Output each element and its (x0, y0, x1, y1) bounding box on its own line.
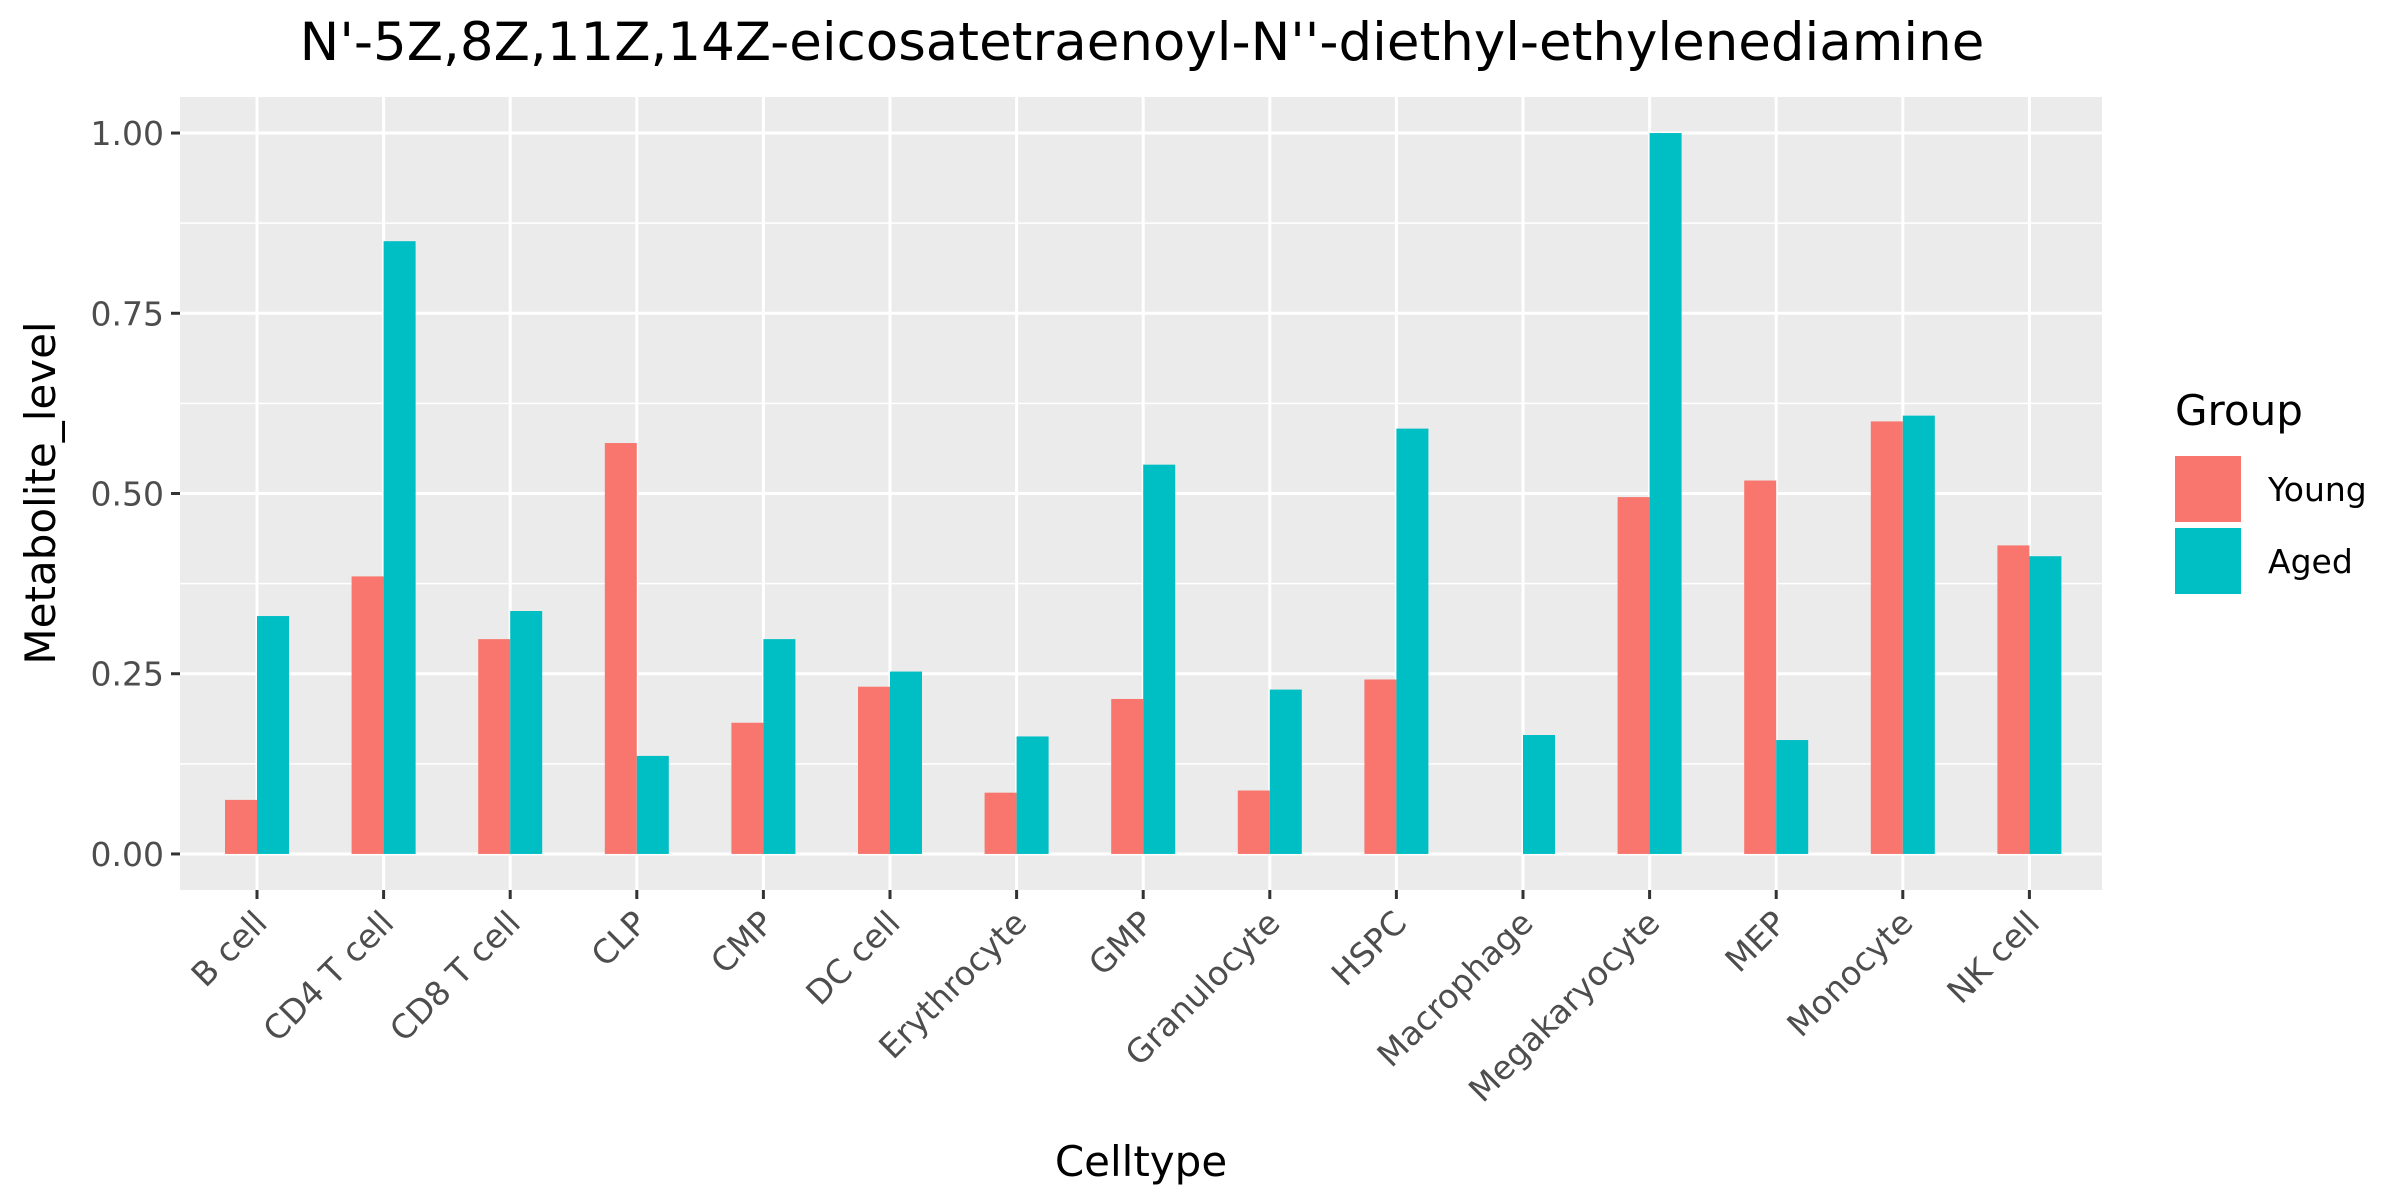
bar-aged (1902, 415, 1935, 854)
x-tick-label: B cell (183, 903, 274, 994)
y-tick-label: 0.50 (91, 475, 164, 514)
x-tick-label: DC cell (798, 903, 907, 1012)
chart-title: N'-5Z,8Z,11Z,14Z-eicosatetraenoyl-N''-di… (300, 12, 1985, 73)
bar-young (478, 639, 511, 854)
bar-young (1237, 790, 1270, 854)
x-tick-label: GMP (1081, 903, 1161, 983)
y-tick-label: 0.00 (91, 835, 164, 874)
bar-young (984, 792, 1017, 854)
bar-young (1744, 480, 1777, 854)
legend-key-young (2175, 456, 2241, 522)
x-axis-title: Celltype (1055, 1137, 1227, 1186)
y-tick-label: 0.75 (91, 294, 164, 333)
legend-title: Group (2175, 386, 2303, 435)
legend-label-aged: Aged (2268, 542, 2353, 581)
bar-aged (1143, 464, 1176, 854)
bar-aged (763, 639, 796, 854)
bar-aged (636, 755, 669, 854)
bar-young (858, 686, 890, 854)
bar-aged (257, 616, 289, 854)
x-tick-label: CD8 T cell (382, 903, 528, 1049)
y-axis-title: Metabolite_level (16, 321, 65, 664)
bar-aged (383, 241, 416, 854)
bar-aged (2029, 556, 2062, 854)
x-tick-label: HSPC (1324, 903, 1414, 993)
bar-young (731, 722, 764, 854)
bar-young (1617, 497, 1650, 854)
bar-aged (1016, 736, 1049, 854)
y-tick-label: 1.00 (91, 114, 164, 153)
bar-aged (1396, 428, 1429, 854)
bars (225, 133, 2062, 854)
bar-young (1997, 545, 2030, 854)
legend-key-aged (2175, 528, 2241, 594)
x-tick-label: NK cell (1939, 903, 2047, 1011)
bar-aged (1649, 133, 1682, 854)
x-tick-label: CD4 T cell (255, 903, 401, 1049)
y-axis: 0.00 0.25 0.50 0.75 1.00 (91, 114, 180, 874)
bar-aged (1269, 689, 1302, 854)
bar-young (1870, 421, 1903, 854)
bar-young (1364, 679, 1397, 854)
bar-aged (1523, 735, 1555, 854)
legend: Group Young Aged (2175, 386, 2367, 594)
x-tick-label: Monocyte (1779, 903, 1920, 1044)
bar-young (1111, 698, 1144, 854)
bar-aged (510, 611, 543, 854)
legend-label-young: Young (2267, 470, 2367, 509)
bar-young (351, 576, 384, 854)
bar-young (604, 443, 637, 854)
y-tick-label: 0.25 (91, 655, 164, 694)
bar-aged (890, 671, 922, 854)
x-tick-label: MEP (1717, 903, 1794, 980)
bar-young (225, 799, 257, 854)
x-tick-label: CLP (584, 903, 655, 974)
bar-aged (1776, 740, 1809, 854)
legend-items: Young Aged (2175, 456, 2367, 594)
x-tick-label: CMP (703, 903, 781, 981)
